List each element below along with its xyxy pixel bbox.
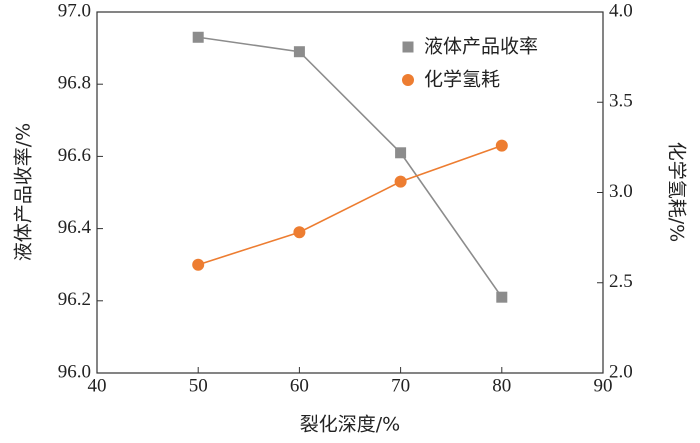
y2-tick-label: 3.0 — [609, 181, 633, 202]
x-tick-label: 80 — [492, 375, 511, 396]
y2-axis-title: 化学氢耗/% — [666, 142, 688, 242]
data-point — [192, 31, 204, 43]
y-tick-label: 96.8 — [58, 73, 91, 94]
x-tick-label: 60 — [290, 375, 309, 396]
legend-label: 化学氢耗 — [424, 69, 500, 91]
data-point — [394, 175, 407, 188]
x-tick-label: 40 — [88, 375, 107, 396]
y2-tick-label: 3.5 — [609, 91, 633, 112]
data-point — [495, 139, 508, 152]
plot-frame — [96, 11, 604, 374]
data-point — [496, 291, 508, 303]
y-tick-label: 96.2 — [58, 289, 91, 310]
series-line — [197, 144, 503, 266]
data-point — [395, 147, 407, 159]
x-axis-title: 裂化深度/% — [300, 414, 400, 436]
x-tick-label: 90 — [594, 375, 613, 396]
y-axis-title: 液体产品收率/% — [13, 123, 35, 261]
legend-marker — [402, 41, 414, 53]
y-tick-label: 96.0 — [58, 361, 91, 382]
y-tick-label: 97.0 — [58, 0, 91, 21]
y2-tick-label: 4.0 — [609, 0, 633, 21]
x-tick-label: 70 — [391, 375, 410, 396]
y2-tick-label: 2.5 — [609, 271, 633, 292]
legend-marker — [402, 74, 414, 86]
y-tick-label: 96.6 — [58, 145, 91, 166]
y2-tick-label: 2.0 — [609, 361, 633, 382]
series-line — [198, 36, 503, 298]
x-tick-label: 50 — [189, 375, 208, 396]
legend-label: 液体产品收率 — [424, 36, 538, 58]
data-point — [293, 226, 306, 239]
data-point — [293, 46, 305, 58]
data-point — [192, 258, 205, 271]
y-tick-label: 96.4 — [58, 217, 92, 238]
